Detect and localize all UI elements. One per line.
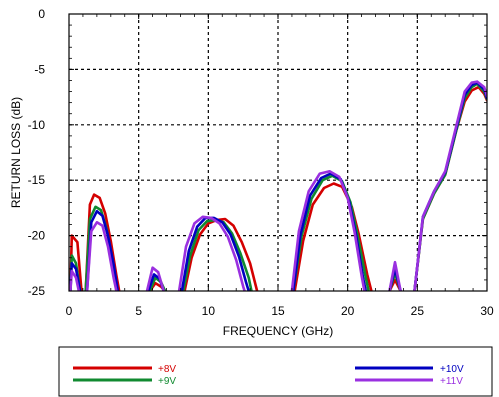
series-line xyxy=(413,80,487,291)
series-line xyxy=(85,209,120,291)
series-line xyxy=(183,217,259,291)
legend-label: +8V xyxy=(158,364,176,375)
y-tick-label: -10 xyxy=(28,118,46,132)
series-line xyxy=(145,266,165,291)
series-line xyxy=(293,182,373,291)
series-line xyxy=(413,81,487,291)
x-tick-label: 10 xyxy=(202,304,216,318)
x-tick-label: 20 xyxy=(341,304,355,318)
y-tick-label: -20 xyxy=(28,229,46,243)
series-layer xyxy=(69,80,487,291)
tick-labels: 0 5 10 15 20 25 30 0 -5 -10 -15 -20 -25 xyxy=(28,7,494,318)
y-tick-label: -5 xyxy=(34,62,45,76)
x-tick-label: 5 xyxy=(135,304,142,318)
x-axis-title: FREQUENCY (GHz) xyxy=(223,324,333,338)
grid-lines xyxy=(69,14,487,291)
y-tick-label: 0 xyxy=(38,7,45,21)
y-tick-label: -25 xyxy=(28,284,46,298)
x-tick-label: 0 xyxy=(66,304,73,318)
legend-box xyxy=(58,346,493,397)
x-tick-label: 15 xyxy=(271,304,285,318)
series-plus-10v xyxy=(69,81,487,291)
series-line xyxy=(413,85,487,291)
series-line xyxy=(85,221,118,291)
series-line xyxy=(180,216,250,291)
legend-label: +9V xyxy=(158,376,176,387)
series-plus-9v xyxy=(69,82,487,291)
legend-label: +11V xyxy=(440,376,463,387)
series-line xyxy=(413,82,487,291)
y-axis-title: RETURN LOSS (dB) xyxy=(9,97,23,208)
series-line xyxy=(177,215,246,291)
series-plus-8v xyxy=(69,85,487,291)
x-tick-label: 25 xyxy=(411,304,425,318)
series-line xyxy=(69,269,81,291)
series-plus-11v xyxy=(69,80,487,291)
x-tick-label: 30 xyxy=(480,304,494,318)
series-line xyxy=(290,170,366,291)
axis-ticks xyxy=(68,13,488,292)
y-tick-label: -15 xyxy=(28,173,46,187)
legend-label: +10V xyxy=(440,364,464,375)
series-line xyxy=(388,260,402,291)
legend: +8V+9V +10V+11V xyxy=(73,364,464,387)
